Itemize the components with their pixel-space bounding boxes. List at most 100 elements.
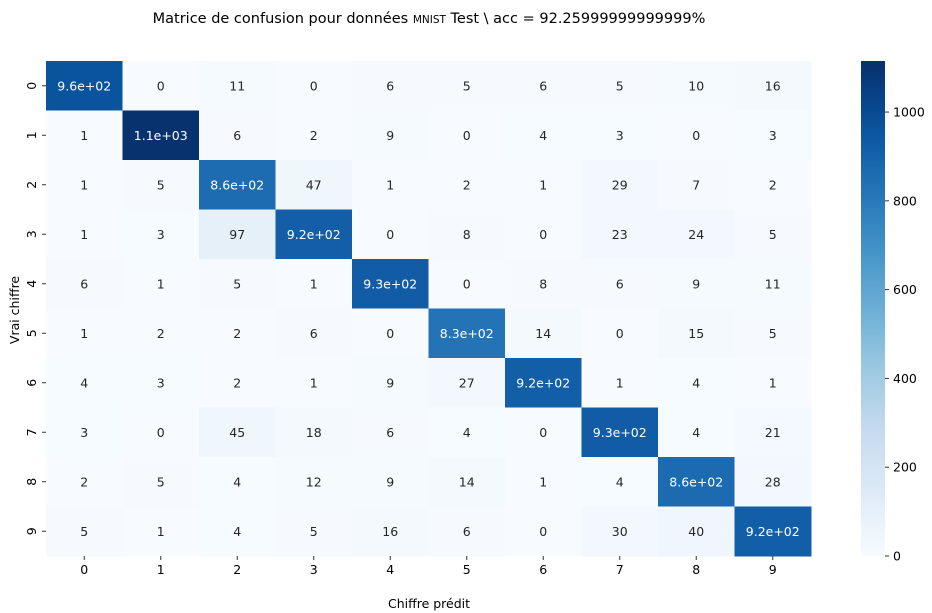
cell-annotation: 4 <box>233 524 241 539</box>
cell-annotation: 8 <box>463 227 471 242</box>
cell-annotation: 29 <box>612 177 628 192</box>
heatmap-cell <box>352 209 429 260</box>
cell-annotation: 1 <box>310 375 318 390</box>
cell-annotation: 0 <box>616 326 624 341</box>
heatmap-cell <box>581 506 659 557</box>
cell-annotation: 5 <box>769 227 777 242</box>
heatmap-cell <box>581 308 659 359</box>
heatmap-cell <box>505 110 582 161</box>
heatmap-cell <box>428 457 506 507</box>
cell-annotation: 1 <box>80 128 88 143</box>
cell-annotation: 1 <box>616 375 624 390</box>
cell-annotation: 4 <box>539 128 547 143</box>
heatmap-cell <box>275 457 353 507</box>
cell-annotation: 16 <box>765 78 781 93</box>
cell-annotation: 2 <box>80 474 88 489</box>
cell-annotation: 1 <box>539 474 547 489</box>
y-tick-label: 9 <box>24 527 39 535</box>
heatmap-cell <box>658 110 735 161</box>
x-tick-label: 2 <box>233 562 241 577</box>
heatmap-cell <box>581 259 659 309</box>
heatmap-cell <box>658 61 735 111</box>
heatmap-cell <box>46 209 123 260</box>
cell-annotation: 45 <box>229 425 245 440</box>
x-tick-label: 8 <box>692 562 700 577</box>
x-tick-label: 6 <box>539 562 547 577</box>
heatmap-cell <box>734 407 812 458</box>
colorbar-ticks: 0 200 400 600 800 1000 <box>885 105 925 564</box>
cell-annotation: 15 <box>688 326 704 341</box>
heatmap-cell <box>352 259 429 309</box>
cell-annotation: 11 <box>229 78 245 93</box>
cell-annotation: 8.3e+02 <box>440 326 494 341</box>
cell-annotation: 14 <box>459 474 475 489</box>
y-tick-label: 5 <box>24 329 39 337</box>
heatmap-cell <box>734 259 812 309</box>
cell-annotation: 18 <box>306 425 322 440</box>
title-prefix: Matrice de confusion pour données <box>153 11 413 27</box>
cell-annotation: 14 <box>535 326 551 341</box>
heatmap-cell <box>46 259 123 309</box>
cell-annotation: 30 <box>612 524 628 539</box>
heatmap-cell <box>581 407 659 458</box>
heatmap-cell <box>46 160 123 210</box>
cell-annotation: 11 <box>765 276 781 291</box>
cell-annotation: 1 <box>386 177 394 192</box>
cell-annotation: 3 <box>157 375 165 390</box>
heatmap-cell <box>658 209 735 260</box>
cell-annotation: 4 <box>692 375 700 390</box>
heatmap-cell <box>734 110 812 161</box>
x-tick-label: 1 <box>157 562 165 577</box>
cell-annotation: 27 <box>459 375 475 390</box>
heatmap-cell <box>352 358 429 408</box>
x-tick-label: 4 <box>386 562 394 577</box>
cell-annotation: 9.2e+02 <box>516 375 570 390</box>
heatmap-cell <box>581 110 659 161</box>
heatmap-cell <box>581 160 659 210</box>
cell-annotation: 0 <box>539 524 547 539</box>
cell-annotation: 2 <box>769 177 777 192</box>
heatmap-cell <box>505 457 582 507</box>
cell-annotation: 5 <box>310 524 318 539</box>
cell-annotation: 9 <box>386 128 394 143</box>
heatmap-cell <box>734 160 812 210</box>
cell-annotation: 2 <box>157 326 165 341</box>
x-axis-ticks: 0 1 2 3 4 5 6 7 8 9 <box>80 556 777 577</box>
heatmap-cell <box>199 358 276 408</box>
heatmap-cell <box>658 407 735 458</box>
heatmap-cell <box>275 160 353 210</box>
heatmap-cell <box>352 407 429 458</box>
heatmap-cell <box>199 209 276 260</box>
heatmap-cell <box>428 308 506 359</box>
heatmap-cell <box>352 110 429 161</box>
heatmap-cell <box>122 506 200 557</box>
cell-annotation: 1 <box>80 326 88 341</box>
heatmap-cell <box>428 209 506 260</box>
heatmap-cell <box>199 308 276 359</box>
heatmap-cell <box>122 209 200 260</box>
cell-annotation: 9 <box>692 276 700 291</box>
x-tick-label: 9 <box>769 562 777 577</box>
cell-annotation: 4 <box>616 474 624 489</box>
x-tick-label: 5 <box>463 562 471 577</box>
chart-title: Matrice de confusion pour données MNIST … <box>153 11 706 27</box>
heatmap-cell <box>581 457 659 507</box>
colorbar-tick-label: 800 <box>893 193 917 208</box>
cell-annotation: 4 <box>233 474 241 489</box>
y-axis-label: Vrai chiffre <box>7 276 22 345</box>
cell-annotation: 0 <box>463 276 471 291</box>
cell-annotation: 2 <box>463 177 471 192</box>
heatmap-cell <box>734 358 812 408</box>
cell-annotation: 97 <box>229 227 245 242</box>
heatmap-cell <box>352 308 429 359</box>
title-dataset: MNIST <box>413 14 447 26</box>
cell-annotation: 8.6e+02 <box>210 177 264 192</box>
cell-annotation: 1 <box>769 375 777 390</box>
heatmap-cell <box>658 457 735 507</box>
cell-annotation: 5 <box>616 78 624 93</box>
heatmap-cell <box>122 61 200 111</box>
cell-annotation: 5 <box>233 276 241 291</box>
heatmap-cell <box>581 358 659 408</box>
cell-annotation: 5 <box>157 474 165 489</box>
cell-annotation: 8 <box>539 276 547 291</box>
